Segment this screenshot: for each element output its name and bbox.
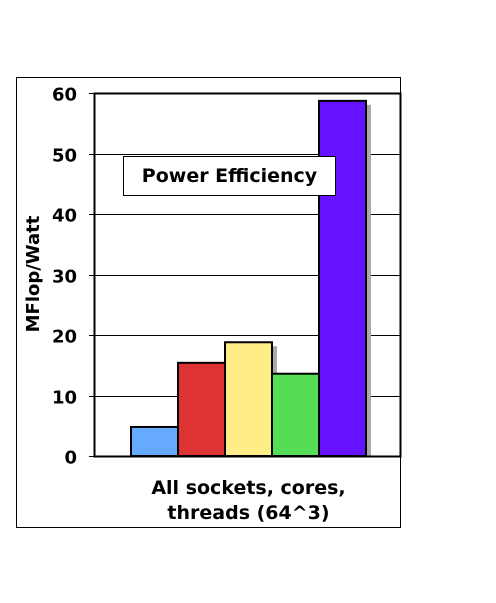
bar <box>130 425 179 457</box>
bars <box>130 99 367 458</box>
y-tick-label: 30 <box>52 267 77 288</box>
y-tick-label: 60 <box>52 85 77 106</box>
y-tick-label: 20 <box>52 327 77 348</box>
category-label-line: All sockets, cores, <box>151 477 345 499</box>
y-tick-label: 10 <box>52 388 77 409</box>
bar <box>271 372 320 457</box>
chart-title: Power Efficiency <box>142 165 318 187</box>
y-tick-label: 40 <box>52 206 77 227</box>
category-label-line: threads (64^3) <box>167 502 329 524</box>
x-axis-category-label: All sockets, cores, threads (64^3) <box>151 477 345 524</box>
chart-title-box: Power Efficiency <box>123 156 336 196</box>
bar <box>224 341 273 458</box>
bar <box>318 99 367 458</box>
y-axis-ticks: 0 10 20 30 40 50 60 <box>52 85 95 469</box>
y-axis-title: MFlop/Watt <box>23 215 44 332</box>
bar <box>177 361 226 457</box>
chart-title-frame <box>123 156 336 196</box>
y-tick-label: 0 <box>64 448 77 469</box>
y-tick-label: 50 <box>52 146 77 167</box>
